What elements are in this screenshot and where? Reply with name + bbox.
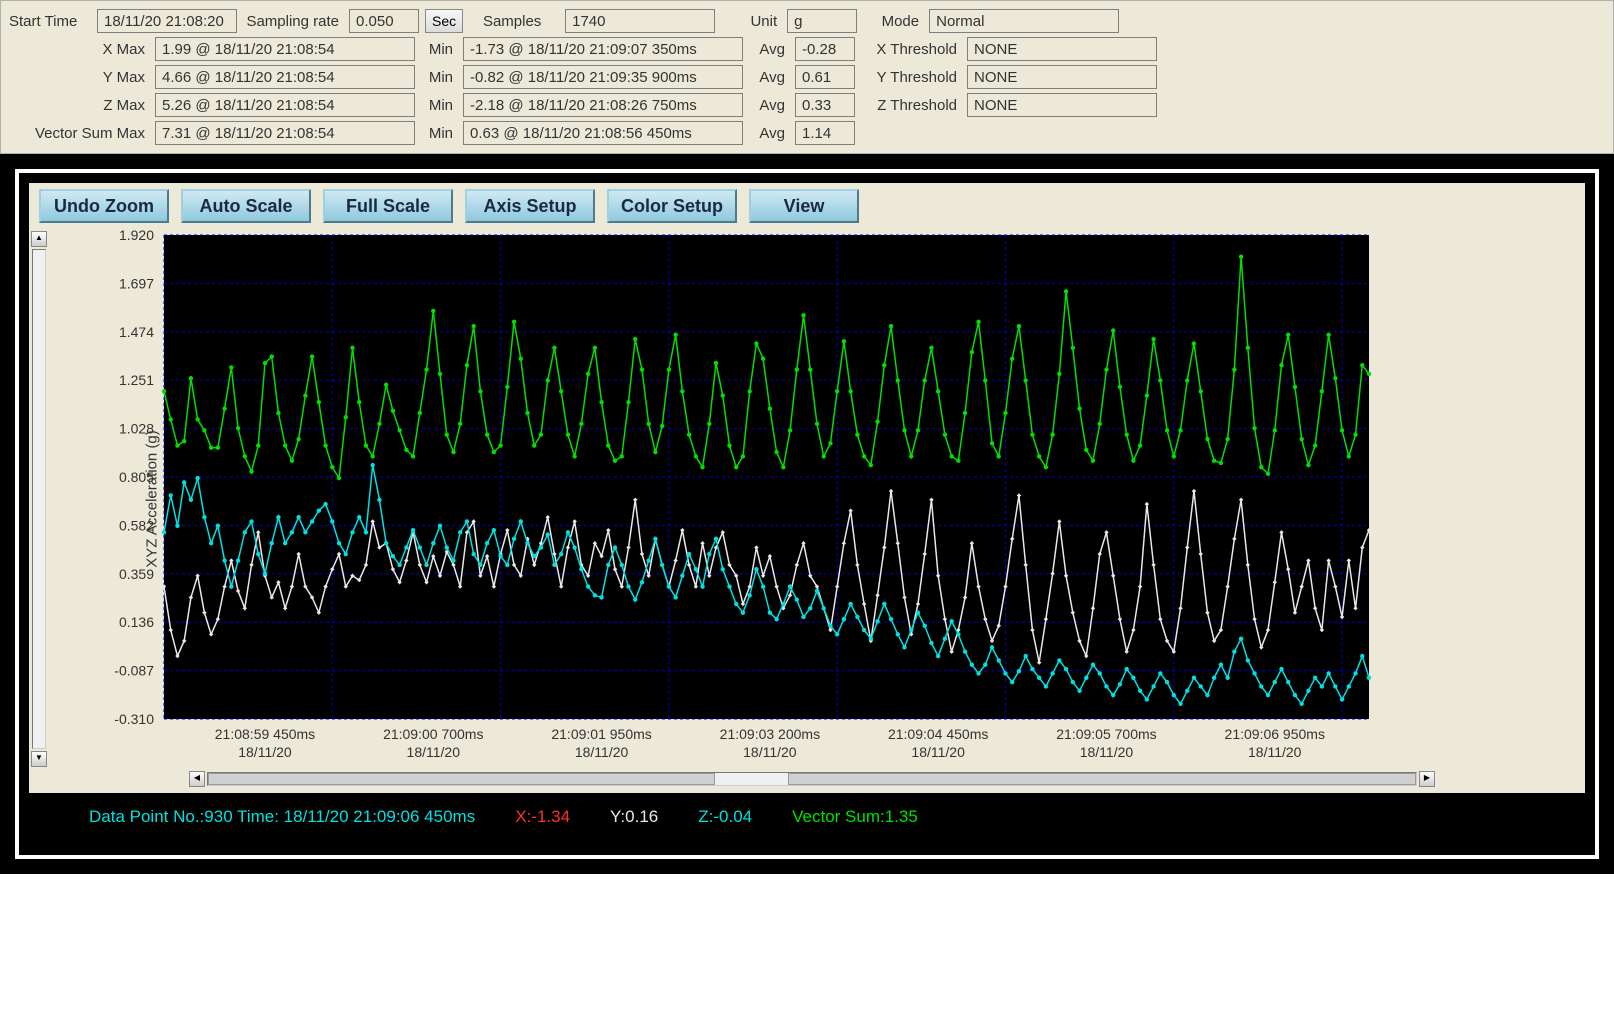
- unit-field[interactable]: [787, 9, 857, 33]
- z-threshold-field[interactable]: [967, 93, 1157, 117]
- axis-setup-button[interactable]: Axis Setup: [465, 189, 595, 223]
- svg-text:18/11/20: 18/11/20: [1248, 744, 1302, 760]
- x-threshold-field[interactable]: [967, 37, 1157, 61]
- x-avg-label: Avg: [749, 41, 789, 58]
- z-max-label: Z Max: [9, 97, 149, 114]
- svg-text:1.474: 1.474: [119, 324, 154, 340]
- vectorsum-avg-field[interactable]: [795, 121, 855, 145]
- scroll-thumb-left[interactable]: [208, 773, 715, 785]
- auto-scale-button[interactable]: Auto Scale: [181, 189, 311, 223]
- vertical-scrollbar[interactable]: ▲ ▼: [29, 229, 49, 769]
- svg-text:1.251: 1.251: [119, 372, 154, 388]
- scroll-thumb-right[interactable]: [788, 773, 1416, 785]
- svg-text:-0.087: -0.087: [114, 663, 154, 679]
- svg-text:0.136: 0.136: [119, 614, 154, 630]
- samples-label: Samples: [469, 13, 559, 30]
- x-max-label: X Max: [9, 41, 149, 58]
- z-min-label: Min: [421, 97, 457, 114]
- vectorsum-min-label: Min: [421, 125, 457, 142]
- x-threshold-label: X Threshold: [861, 41, 961, 58]
- info-panel: Start Time Sampling rate Sec Samples Uni…: [0, 0, 1614, 154]
- sec-button[interactable]: Sec: [425, 9, 463, 33]
- svg-text:18/11/20: 18/11/20: [407, 744, 461, 760]
- scroll-down-icon[interactable]: ▼: [31, 751, 47, 767]
- x-min-field[interactable]: [463, 37, 743, 61]
- svg-text:18/11/20: 18/11/20: [743, 744, 797, 760]
- y-avg-field[interactable]: [795, 65, 855, 89]
- full-scale-button[interactable]: Full Scale: [323, 189, 453, 223]
- start-time-label: Start Time: [9, 13, 91, 30]
- y-threshold-label: Y Threshold: [861, 69, 961, 86]
- horizontal-scroll-track[interactable]: [207, 772, 1417, 786]
- svg-text:18/11/20: 18/11/20: [575, 744, 629, 760]
- status-z: Z:-0.04: [698, 807, 752, 827]
- svg-text:0.359: 0.359: [119, 566, 154, 582]
- z-max-field[interactable]: [155, 93, 415, 117]
- svg-text:21:09:01 950ms: 21:09:01 950ms: [551, 726, 651, 742]
- svg-text:21:09:06 950ms: 21:09:06 950ms: [1225, 726, 1325, 742]
- mode-field[interactable]: [929, 9, 1119, 33]
- y-min-label: Min: [421, 69, 457, 86]
- undo-zoom-button[interactable]: Undo Zoom: [39, 189, 169, 223]
- svg-text:21:09:05 700ms: 21:09:05 700ms: [1056, 726, 1156, 742]
- svg-text:21:08:59 450ms: 21:08:59 450ms: [215, 726, 315, 742]
- svg-text:18/11/20: 18/11/20: [911, 744, 965, 760]
- z-avg-field[interactable]: [795, 93, 855, 117]
- sampling-rate-label: Sampling rate: [243, 13, 343, 30]
- svg-text:21:09:03 200ms: 21:09:03 200ms: [720, 726, 820, 742]
- z-min-field[interactable]: [463, 93, 743, 117]
- svg-text:1.697: 1.697: [119, 275, 154, 291]
- vectorsum-min-field[interactable]: [463, 121, 743, 145]
- svg-text:1.920: 1.920: [119, 229, 154, 243]
- chart-frame: Undo Zoom Auto Scale Full Scale Axis Set…: [0, 154, 1614, 874]
- status-datapoint: Data Point No.:930 Time: 18/11/20 21:09:…: [89, 807, 475, 827]
- samples-field[interactable]: [565, 9, 715, 33]
- y-avg-label: Avg: [749, 69, 789, 86]
- sampling-rate-field[interactable]: [349, 9, 419, 33]
- scroll-left-icon[interactable]: ◀: [189, 771, 205, 787]
- vertical-scroll-track[interactable]: [32, 249, 46, 749]
- view-button[interactable]: View: [749, 189, 859, 223]
- status-vectorsum: Vector Sum:1.35: [792, 807, 918, 827]
- y-axis-label: XYZ Acceleration (g): [143, 430, 160, 568]
- status-bar: Data Point No.:930 Time: 18/11/20 21:09:…: [29, 793, 1585, 845]
- mode-label: Mode: [863, 13, 923, 30]
- vectorsum-avg-label: Avg: [749, 125, 789, 142]
- y-threshold-field[interactable]: [967, 65, 1157, 89]
- y-max-field[interactable]: [155, 65, 415, 89]
- start-time-field[interactable]: [97, 9, 237, 33]
- svg-text:-0.310: -0.310: [114, 711, 154, 727]
- scroll-up-icon[interactable]: ▲: [31, 231, 47, 247]
- svg-text:18/11/20: 18/11/20: [1080, 744, 1134, 760]
- status-y: Y:0.16: [610, 807, 658, 827]
- svg-text:18/11/20: 18/11/20: [238, 744, 292, 760]
- y-max-label: Y Max: [9, 69, 149, 86]
- z-avg-label: Avg: [749, 97, 789, 114]
- svg-text:21:09:04 450ms: 21:09:04 450ms: [888, 726, 988, 742]
- y-min-field[interactable]: [463, 65, 743, 89]
- xyz-acceleration-chart[interactable]: -0.310-0.0870.1360.3590.5820.8051.0281.2…: [49, 229, 1379, 769]
- chart-toolbar: Undo Zoom Auto Scale Full Scale Axis Set…: [29, 183, 1585, 229]
- horizontal-scrollbar[interactable]: ◀ ▶: [29, 769, 1585, 793]
- color-setup-button[interactable]: Color Setup: [607, 189, 737, 223]
- vectorsum-max-field[interactable]: [155, 121, 415, 145]
- z-threshold-label: Z Threshold: [861, 97, 961, 114]
- x-avg-field[interactable]: [795, 37, 855, 61]
- status-x: X:-1.34: [515, 807, 570, 827]
- x-min-label: Min: [421, 41, 457, 58]
- vectorsum-max-label: Vector Sum Max: [9, 125, 149, 142]
- x-max-field[interactable]: [155, 37, 415, 61]
- scroll-right-icon[interactable]: ▶: [1419, 771, 1435, 787]
- unit-label: Unit: [721, 13, 781, 30]
- svg-text:21:09:00 700ms: 21:09:00 700ms: [383, 726, 483, 742]
